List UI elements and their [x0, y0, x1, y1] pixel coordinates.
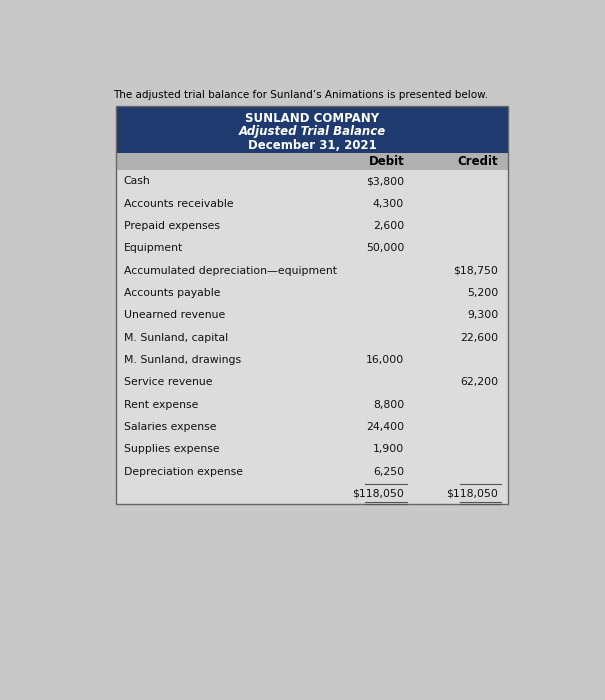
Text: 6,250: 6,250	[373, 467, 404, 477]
Text: $118,050: $118,050	[446, 489, 499, 498]
Text: Rent expense: Rent expense	[123, 400, 198, 410]
Text: Accounts receivable: Accounts receivable	[123, 199, 234, 209]
Text: Unearned revenue: Unearned revenue	[123, 310, 225, 321]
Bar	[116, 106, 508, 505]
Text: M. Sunland, capital: M. Sunland, capital	[123, 332, 228, 343]
Text: 8,800: 8,800	[373, 400, 404, 410]
Text: 16,000: 16,000	[366, 355, 404, 365]
Text: Supplies expense: Supplies expense	[123, 444, 219, 454]
Text: 4,300: 4,300	[373, 199, 404, 209]
Text: Prepaid expenses: Prepaid expenses	[123, 221, 220, 231]
Text: M. Sunland, drawings: M. Sunland, drawings	[123, 355, 241, 365]
Text: $18,750: $18,750	[453, 266, 499, 276]
Text: Depreciation expense: Depreciation expense	[123, 467, 243, 477]
Text: SUNLAND COMPANY: SUNLAND COMPANY	[245, 112, 379, 125]
Text: $3,800: $3,800	[366, 176, 404, 186]
Text: 24,400: 24,400	[366, 422, 404, 432]
Text: Equipment: Equipment	[123, 244, 183, 253]
Text: The adjusted trial balance for Sunland’s Animations is presented below.: The adjusted trial balance for Sunland’s…	[113, 90, 488, 100]
Text: 1,900: 1,900	[373, 444, 404, 454]
Text: 62,200: 62,200	[460, 377, 499, 387]
Text: Service revenue: Service revenue	[123, 377, 212, 387]
Text: 22,600: 22,600	[460, 332, 499, 343]
Text: Accumulated depreciation—equipment: Accumulated depreciation—equipment	[123, 266, 336, 276]
Text: Adjusted Trial Balance: Adjusted Trial Balance	[238, 125, 385, 138]
Text: Credit: Credit	[457, 155, 499, 168]
Text: Salaries expense: Salaries expense	[123, 422, 216, 432]
Text: $118,050: $118,050	[352, 489, 404, 498]
Bar	[116, 170, 508, 505]
Text: Cash: Cash	[123, 176, 151, 186]
Text: 50,000: 50,000	[366, 244, 404, 253]
Text: 2,600: 2,600	[373, 221, 404, 231]
Bar	[116, 153, 508, 170]
Text: Accounts payable: Accounts payable	[123, 288, 220, 298]
Text: December 31, 2021: December 31, 2021	[247, 139, 376, 152]
Text: 5,200: 5,200	[467, 288, 499, 298]
Text: 9,300: 9,300	[467, 310, 499, 321]
Bar	[116, 106, 508, 153]
Text: Debit: Debit	[368, 155, 404, 168]
